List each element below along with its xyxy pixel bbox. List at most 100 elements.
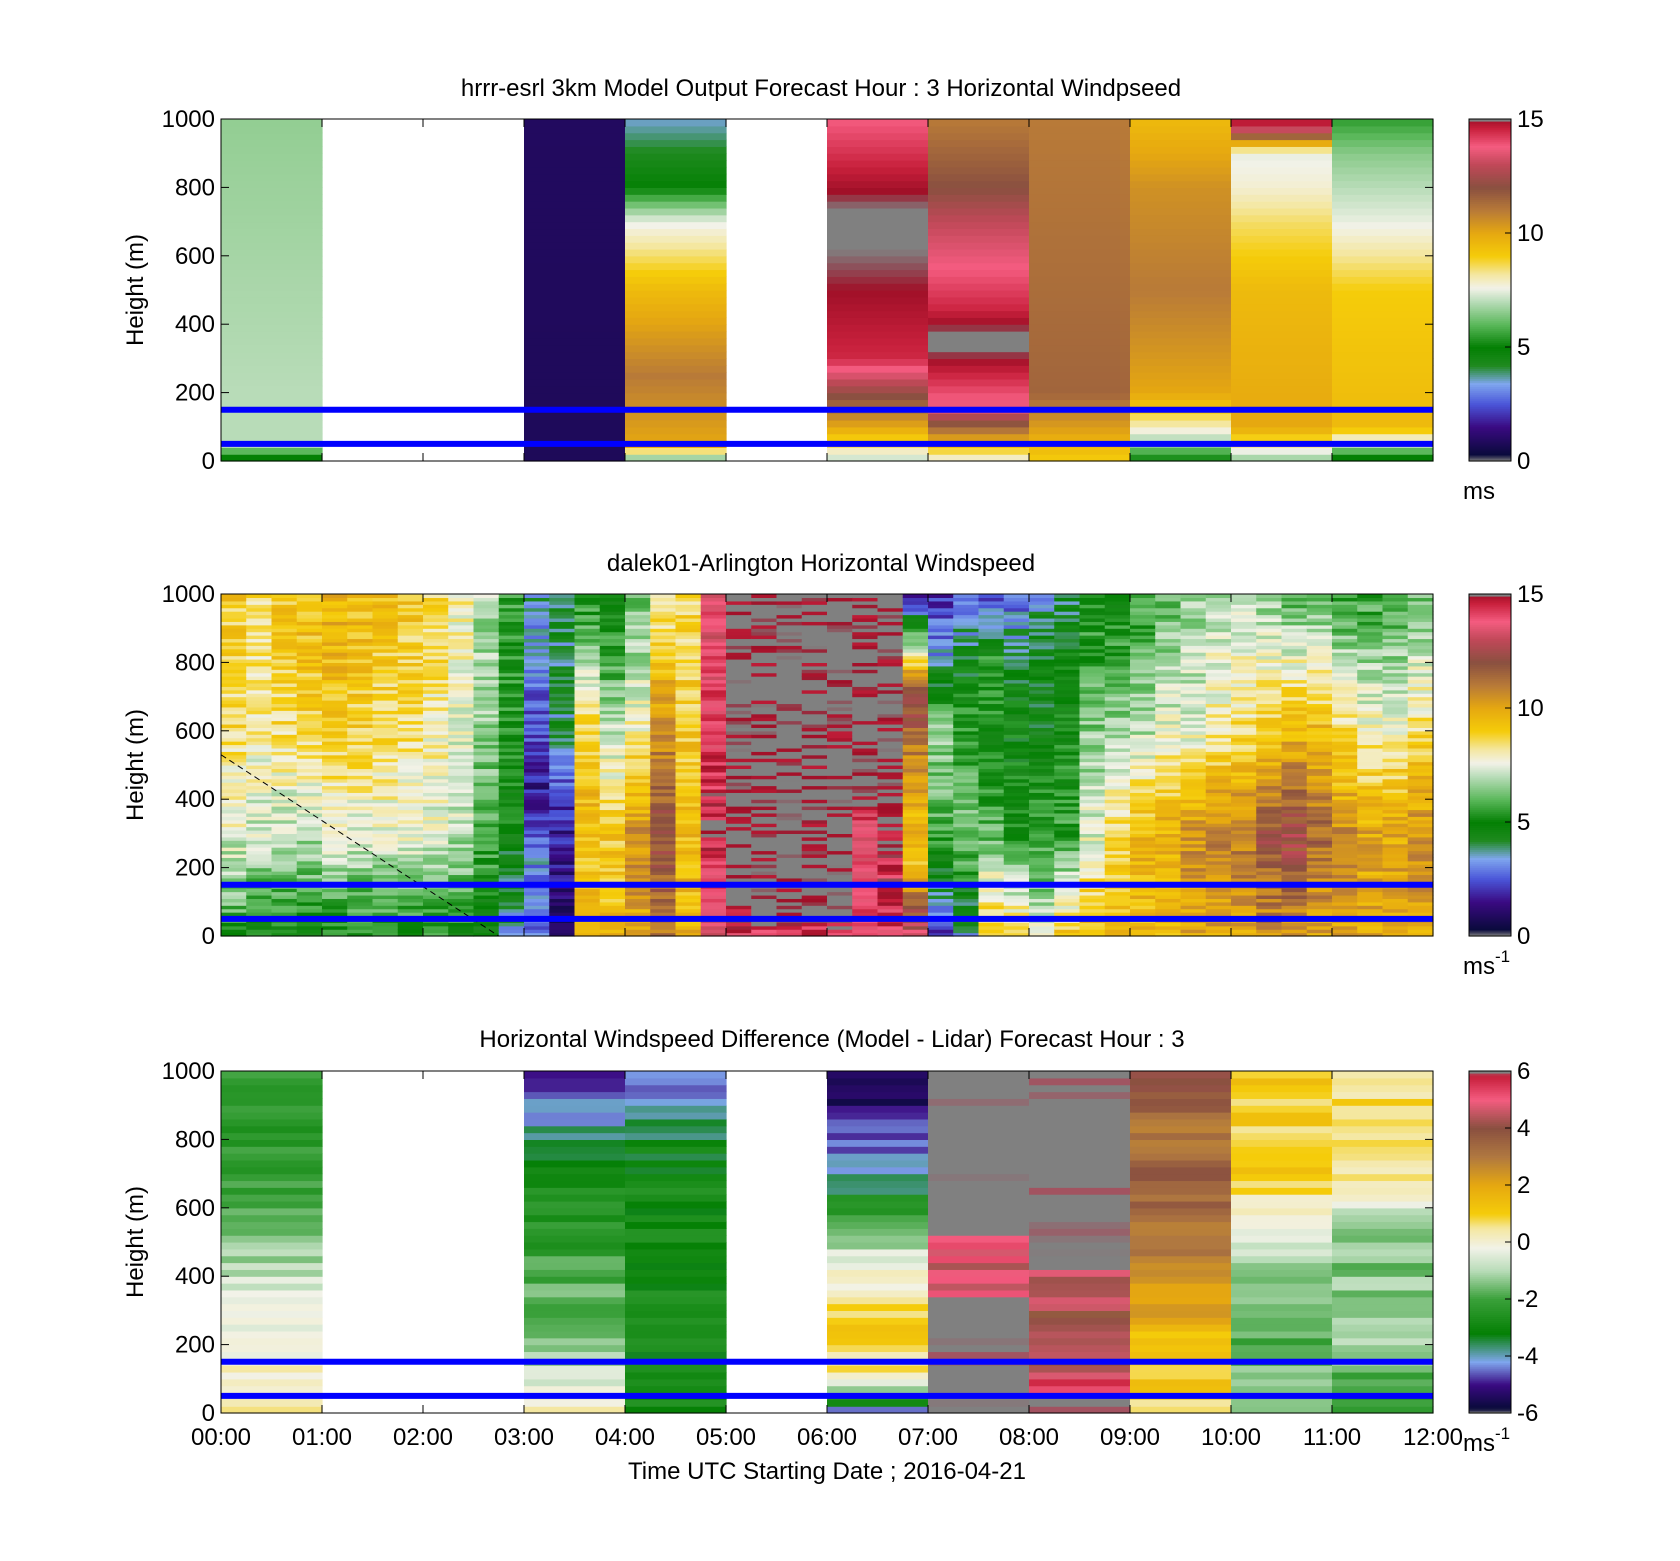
heatmap-cell: [953, 723, 980, 728]
heatmap-cell: [574, 737, 601, 742]
heatmap-cell: [751, 891, 778, 896]
colorbar-segment: [1469, 334, 1511, 337]
heatmap-cell: [574, 864, 601, 869]
heatmap-cell: [852, 710, 879, 715]
heatmap-cell: [423, 720, 449, 725]
heatmap-cell: [675, 891, 702, 896]
heatmap-cell: [1054, 727, 1081, 732]
heatmap-cell: [372, 604, 399, 609]
heatmap-cell: [1281, 679, 1308, 684]
heatmap-cell: [296, 676, 323, 681]
heatmap-cell: [877, 826, 904, 831]
heatmap-cell: [675, 717, 702, 722]
heatmap-cell: [1256, 614, 1283, 619]
heatmap-cell: [347, 686, 374, 691]
heatmap-cell: [650, 812, 677, 817]
heatmap-cell: [574, 665, 601, 670]
heatmap-cell: [827, 730, 853, 735]
heatmap-cell: [827, 802, 853, 807]
heatmap-cell: [1281, 600, 1308, 605]
heatmap-cell: [625, 153, 727, 161]
heatmap-cell: [1079, 877, 1106, 882]
heatmap-cell: [751, 775, 778, 780]
heatmap-cell: [625, 727, 651, 732]
heatmap-cell: [827, 631, 853, 636]
heatmap-cell: [902, 905, 929, 910]
heatmap-cell: [625, 696, 651, 701]
heatmap-cell: [776, 765, 803, 770]
heatmap-cell: [524, 929, 550, 934]
heatmap-cell: [1231, 744, 1257, 749]
heatmap-cell: [827, 765, 853, 770]
heatmap-cell: [625, 194, 727, 202]
heatmap-cell: [1155, 840, 1182, 845]
heatmap-cell: [1130, 700, 1156, 705]
heatmap-cell: [827, 840, 853, 845]
heatmap-cell: [498, 686, 525, 691]
heatmap-cell: [928, 932, 954, 937]
heatmap-cell: [902, 665, 929, 670]
heatmap-cell: [1231, 283, 1333, 291]
heatmap-cell: [675, 655, 702, 660]
heatmap-cell: [1054, 765, 1081, 770]
heatmap-cell: [372, 812, 399, 817]
heatmap-cell: [928, 833, 954, 838]
heatmap-cell: [953, 696, 980, 701]
heatmap-cell: [1231, 754, 1257, 759]
heatmap-cell: [1281, 730, 1308, 735]
heatmap-cell: [928, 447, 1030, 455]
heatmap-cell: [1130, 836, 1156, 841]
heatmap-cell: [1205, 635, 1232, 640]
heatmap-cell: [473, 597, 500, 602]
heatmap-cell: [1231, 672, 1257, 677]
heatmap-cell: [953, 905, 980, 910]
heatmap-cell: [347, 734, 374, 739]
heatmap-cell: [902, 655, 929, 660]
heatmap-cell: [1054, 682, 1081, 687]
heatmap-cell: [1130, 727, 1156, 732]
heatmap-cell: [1281, 857, 1308, 862]
heatmap-cell: [1231, 686, 1257, 691]
heatmap-cell: [549, 744, 576, 749]
heatmap-cell: [1054, 614, 1081, 619]
heatmap-cell: [221, 611, 247, 616]
heatmap-cell: [877, 853, 904, 858]
heatmap-cell: [650, 682, 677, 687]
heatmap-cell: [700, 737, 727, 742]
heatmap-cell: [296, 607, 323, 612]
heatmap-cell: [296, 628, 323, 633]
heatmap-cell: [801, 891, 828, 896]
heatmap-cell: [1231, 119, 1333, 127]
heatmap-cell: [524, 792, 550, 797]
heatmap-cell: [322, 597, 348, 602]
heatmap-cell: [296, 785, 323, 790]
heatmap-cell: [1130, 132, 1232, 141]
panel-model-x-ticks: [220, 119, 1434, 461]
heatmap-cell: [978, 758, 1005, 763]
heatmap-cell: [1130, 419, 1232, 428]
heatmap-cell: [650, 710, 677, 715]
heatmap-cell: [1130, 829, 1156, 834]
heatmap-cell: [1130, 802, 1156, 807]
colorbar-segment: [1469, 185, 1511, 188]
heatmap-cell: [1029, 816, 1055, 821]
heatmap-cell: [574, 782, 601, 787]
heatmap-cell: [1029, 706, 1055, 711]
heatmap-cell: [524, 242, 626, 250]
heatmap-cell: [1256, 864, 1283, 869]
heatmap-cell: [827, 751, 853, 756]
heatmap-cell: [1003, 782, 1030, 787]
heatmap-cell: [827, 744, 853, 749]
heatmap-cell: [271, 611, 298, 616]
heatmap-cell: [1130, 621, 1156, 626]
heatmap-cell: [448, 782, 475, 787]
y-tick-label: 200: [175, 380, 215, 407]
heatmap-cell: [296, 641, 323, 646]
heatmap-cell: [675, 802, 702, 807]
heatmap-cell: [978, 747, 1005, 752]
heatmap-cell: [397, 771, 424, 776]
heatmap-cell: [827, 310, 929, 318]
heatmap-cell: [1281, 617, 1308, 622]
heatmap-cell: [675, 765, 702, 770]
heatmap-cell: [978, 894, 1005, 899]
